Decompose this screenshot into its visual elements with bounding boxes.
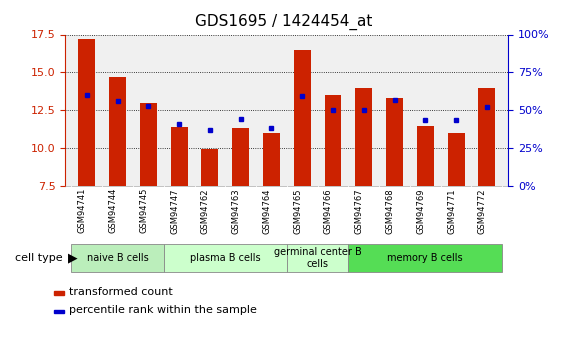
Bar [78,39,95,186]
Text: GSM94741: GSM94741 [78,188,87,233]
Text: transformed count: transformed count [69,287,172,296]
Text: GSM94766: GSM94766 [324,188,333,234]
Text: ▶: ▶ [68,252,78,264]
FancyBboxPatch shape [164,244,287,272]
Text: GSM94744: GSM94744 [108,188,118,233]
Bar [54,291,64,295]
Text: GSM94768: GSM94768 [386,188,395,234]
Text: GSM94747: GSM94747 [170,188,179,234]
Text: memory B cells: memory B cells [387,253,463,263]
Bar [386,98,403,186]
Text: naive B cells: naive B cells [87,253,148,263]
Text: GSM94762: GSM94762 [201,188,210,234]
Text: germinal center B
cells: germinal center B cells [274,247,361,269]
FancyBboxPatch shape [348,244,502,272]
Text: GSM94745: GSM94745 [139,188,148,233]
Bar [417,126,434,186]
Text: cell type: cell type [15,253,62,263]
Bar [140,103,157,186]
FancyBboxPatch shape [72,244,164,272]
Bar [294,50,311,186]
Bar [232,128,249,186]
Text: GSM94764: GSM94764 [262,188,272,234]
Text: GSM94763: GSM94763 [232,188,241,234]
Text: GSM94769: GSM94769 [416,188,425,234]
Bar [448,133,465,186]
Bar [356,88,372,186]
Bar [263,133,280,186]
Text: GSM94767: GSM94767 [355,188,364,234]
Bar [109,77,126,186]
Bar [171,127,187,186]
Text: GSM94765: GSM94765 [293,188,302,234]
Text: percentile rank within the sample: percentile rank within the sample [69,305,256,315]
Bar [202,149,218,186]
Text: GSM94771: GSM94771 [447,188,456,234]
Bar [478,88,495,186]
Text: GDS1695 / 1424454_at: GDS1695 / 1424454_at [195,14,373,30]
Text: GSM94772: GSM94772 [478,188,487,234]
Text: plasma B cells: plasma B cells [190,253,261,263]
Bar [324,95,341,186]
FancyBboxPatch shape [287,244,348,272]
Bar [54,309,64,313]
